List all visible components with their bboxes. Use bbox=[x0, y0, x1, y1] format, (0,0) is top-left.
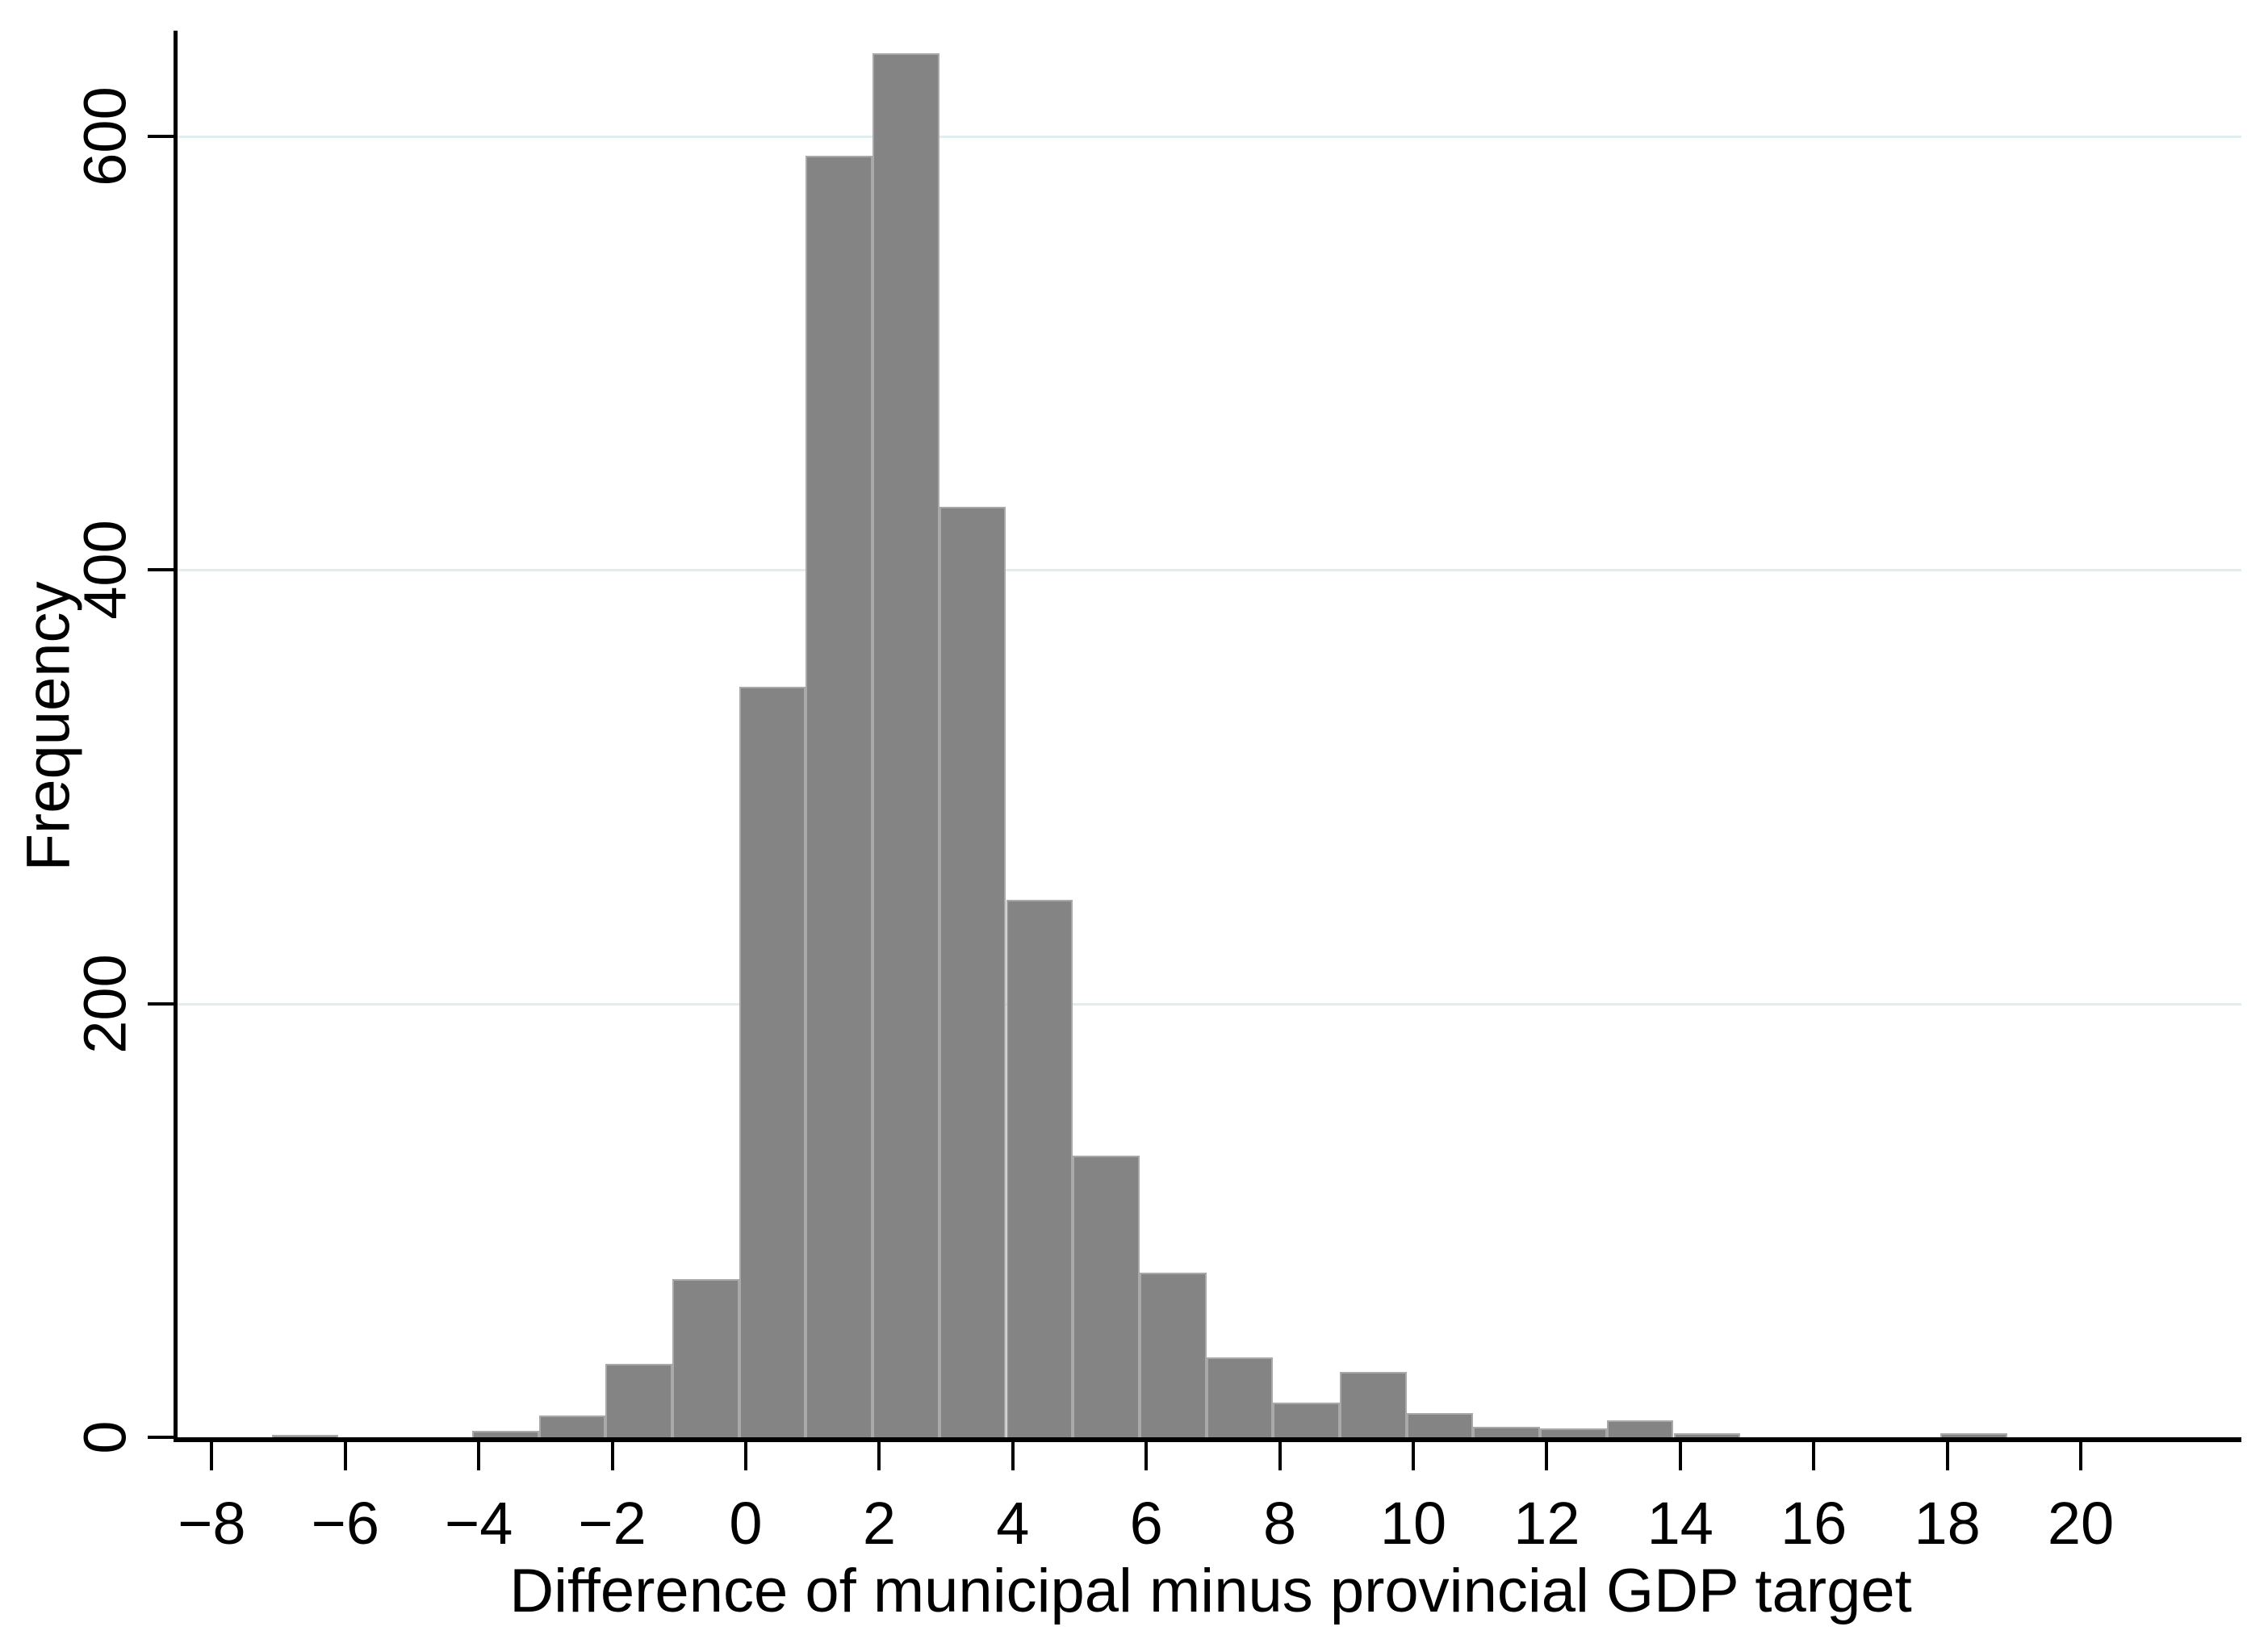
histogram-bar bbox=[1540, 1428, 1607, 1438]
x-tick-label: 10 bbox=[1379, 1490, 1447, 1557]
x-axis-title: Difference of municipal minus provincial… bbox=[509, 1557, 1912, 1625]
y-axis-title: Frequency bbox=[14, 581, 83, 872]
y-gridline bbox=[178, 1002, 2241, 1006]
y-tick-label: 600 bbox=[71, 86, 139, 186]
y-tick-mark bbox=[148, 1001, 174, 1006]
histogram-bar bbox=[872, 53, 939, 1437]
histogram-bar bbox=[1473, 1426, 1541, 1437]
x-tick-label: 16 bbox=[1781, 1490, 1847, 1557]
x-tick-mark bbox=[610, 1442, 614, 1470]
x-tick-mark bbox=[1412, 1442, 1415, 1470]
x-tick-label: 14 bbox=[1647, 1490, 1714, 1557]
x-tick-label: 4 bbox=[996, 1490, 1030, 1557]
x-tick-mark bbox=[1945, 1442, 1949, 1470]
y-tick-label: 400 bbox=[71, 520, 139, 620]
histogram-bar bbox=[672, 1278, 739, 1437]
x-tick-label: 20 bbox=[2047, 1490, 2115, 1557]
x-tick-label: −8 bbox=[178, 1490, 246, 1557]
x-tick-mark bbox=[1011, 1442, 1015, 1470]
histogram-bar bbox=[1940, 1432, 2007, 1437]
histogram-bar bbox=[1006, 899, 1073, 1437]
histogram-bar bbox=[1406, 1413, 1474, 1437]
y-tick-mark bbox=[148, 568, 174, 571]
y-tick-label: 200 bbox=[71, 953, 139, 1054]
x-tick-label: 2 bbox=[862, 1490, 896, 1557]
x-tick-label: −6 bbox=[311, 1490, 379, 1557]
y-tick-mark bbox=[148, 1436, 174, 1439]
histogram-bar bbox=[1073, 1155, 1140, 1437]
x-tick-mark bbox=[1812, 1442, 1816, 1470]
x-tick-mark bbox=[477, 1442, 481, 1470]
histogram-bar bbox=[1673, 1432, 1741, 1437]
x-tick-label: 0 bbox=[729, 1490, 763, 1557]
x-tick-mark bbox=[210, 1442, 214, 1470]
histogram-bar bbox=[1606, 1420, 1674, 1437]
histogram-bar bbox=[1273, 1403, 1340, 1437]
histogram-bar bbox=[739, 687, 806, 1437]
y-tick-label: 0 bbox=[71, 1420, 139, 1454]
x-tick-mark bbox=[1278, 1442, 1282, 1470]
x-tick-label: 8 bbox=[1263, 1490, 1297, 1557]
histogram-bar bbox=[271, 1435, 339, 1437]
histogram-bar bbox=[471, 1430, 539, 1437]
y-axis-line bbox=[174, 31, 178, 1442]
x-tick-mark bbox=[2079, 1442, 2082, 1470]
histogram-bar bbox=[939, 507, 1006, 1437]
histogram-bar bbox=[538, 1415, 606, 1437]
y-tick-mark bbox=[148, 134, 174, 138]
x-tick-mark bbox=[343, 1442, 347, 1470]
x-tick-mark bbox=[877, 1442, 881, 1470]
x-tick-label: 18 bbox=[1914, 1490, 1981, 1557]
x-tick-label: 12 bbox=[1513, 1490, 1580, 1557]
x-tick-mark bbox=[1144, 1442, 1149, 1470]
x-axis-line bbox=[174, 1437, 2241, 1442]
y-gridline bbox=[178, 135, 2241, 138]
histogram-bar bbox=[806, 155, 873, 1437]
x-tick-label: −4 bbox=[445, 1490, 513, 1557]
x-tick-label: 6 bbox=[1129, 1490, 1163, 1557]
x-tick-label: −2 bbox=[578, 1490, 647, 1557]
histogram-bar bbox=[605, 1363, 672, 1437]
histogram-bar bbox=[1340, 1372, 1407, 1437]
histogram-bar bbox=[1139, 1272, 1207, 1438]
x-tick-mark bbox=[1545, 1442, 1549, 1470]
x-tick-mark bbox=[744, 1442, 747, 1470]
x-tick-mark bbox=[1678, 1442, 1682, 1470]
histogram-bar bbox=[1206, 1357, 1274, 1437]
y-gridline bbox=[178, 569, 2241, 571]
